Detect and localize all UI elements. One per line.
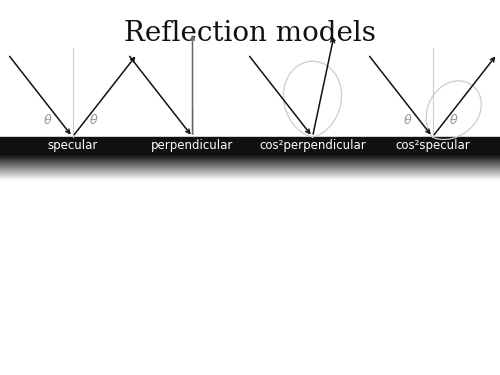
Text: θ: θ (44, 114, 52, 127)
Text: θ: θ (90, 114, 98, 127)
Text: specular: specular (48, 139, 98, 152)
Text: perpendicular: perpendicular (152, 139, 234, 152)
Text: θ: θ (404, 114, 411, 127)
Text: Reflection models: Reflection models (124, 20, 376, 47)
Text: cos²perpendicular: cos²perpendicular (259, 139, 366, 152)
Text: θ: θ (450, 114, 458, 127)
Text: cos²specular: cos²specular (395, 139, 470, 152)
